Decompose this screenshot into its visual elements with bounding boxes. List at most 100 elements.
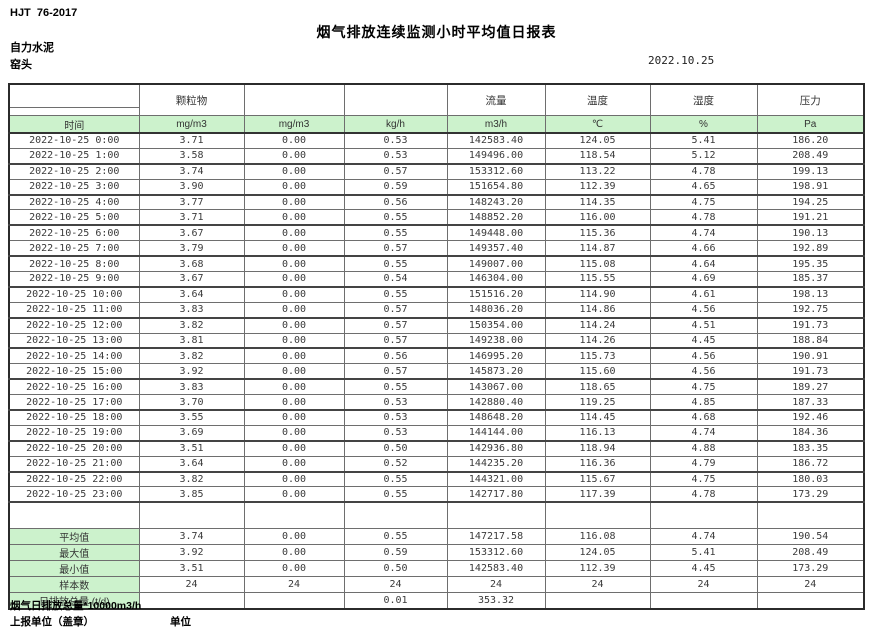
summary-value: 3.92 [138,544,245,562]
summary-row: 最大值 3.92 0.00 0.59 153312.60 124.05 5.41 208.49 [8,544,865,562]
summary-value: 116.08 [544,528,651,546]
summary-value: 5.41 [649,544,758,562]
data-cell: 4.64 [649,255,758,273]
time-cell: 2022-10-25 8:00 [8,255,140,273]
data-cell: 3.74 [138,163,245,180]
data-cell: 5.41 [649,132,758,149]
data-cell: 151654.80 [446,178,546,196]
summary-value: 0.01 [343,592,448,611]
data-cell: 183.35 [756,440,865,457]
time-cell: 2022-10-25 9:00 [8,271,140,288]
summary-value: 0.55 [343,528,448,546]
table-row: 2022-10-25 18:00 3.55 0.00 0.53 148648.20 114… [8,409,865,426]
table-row: 2022-10-25 13:00 3.81 0.00 0.57 149238.00 114… [8,332,865,350]
summary-value [649,592,758,611]
summary-value [138,592,245,611]
summary-value: 4.74 [649,528,758,546]
table-row: 2022-10-25 7:00 3.79 0.00 0.57 149357.40 114.… [8,240,865,258]
col-group-flow: 流量 [446,83,546,116]
data-cell: 114.45 [544,409,651,426]
table-row: 2022-10-25 22:00 3.82 0.00 0.55 144321.00 115… [8,471,865,488]
data-cell: 191.21 [756,209,865,227]
data-cell: 3.90 [138,178,245,196]
data-cell: 149007.00 [446,255,546,273]
data-cell: 4.85 [649,394,758,412]
standard-code: HJT 76-2017 [10,7,78,19]
footer-unit-label: 单位 [170,616,191,628]
data-cell: 0.55 [343,209,448,227]
data-cell: 0.57 [343,363,448,381]
data-cell: 3.85 [138,486,245,504]
data-cell: 4.66 [649,240,758,258]
col-group-temperature: 温度 [544,83,651,116]
data-cell: 124.05 [544,132,651,149]
summary-value: 24 [243,576,345,594]
spacer-cell [446,501,546,530]
data-cell: 116.36 [544,455,651,473]
data-cell: 0.53 [343,132,448,149]
data-cell: 144321.00 [446,471,546,488]
data-cell: 186.20 [756,132,865,149]
data-cell: 114.87 [544,240,651,258]
data-cell: 0.00 [243,163,345,180]
data-cell: 3.92 [138,363,245,381]
data-cell: 0.00 [243,409,345,426]
spacer-cell [756,501,865,530]
summary-value: 0.00 [243,560,345,578]
data-cell: 0.53 [343,147,448,165]
data-cell: 3.79 [138,240,245,258]
summary-value: 153312.60 [446,544,546,562]
data-cell: 0.00 [243,471,345,488]
data-cell: 195.35 [756,255,865,273]
data-cell: 3.67 [138,271,245,288]
time-cell: 2022-10-25 0:00 [8,132,140,149]
summary-value: 0.00 [243,544,345,562]
data-cell: 142583.40 [446,132,546,149]
summary-value: 0.59 [343,544,448,562]
data-cell: 4.75 [649,378,758,396]
data-cell: 0.56 [343,194,448,211]
data-cell: 146304.00 [446,271,546,288]
spacer-cell [343,501,448,530]
summary-value: 353.32 [446,592,546,611]
time-cell: 2022-10-25 13:00 [8,332,140,350]
data-cell: 3.82 [138,317,245,334]
data-cell: 4.65 [649,178,758,196]
table-row: 2022-10-25 12:00 3.82 0.00 0.57 150354.00 114… [8,317,865,334]
data-cell: 148243.20 [446,194,546,211]
summary-value: 3.74 [138,528,245,546]
summary-value: 147217.58 [446,528,546,546]
time-cell: 2022-10-25 7:00 [8,240,140,258]
data-cell: 149448.00 [446,224,546,242]
data-cell: 4.78 [649,486,758,504]
data-cell: 192.89 [756,240,865,258]
data-cell: 115.67 [544,471,651,488]
data-cell: 115.08 [544,255,651,273]
data-cell: 148648.20 [446,409,546,426]
spacer-row [8,501,865,530]
time-cell: 2022-10-25 16:00 [8,378,140,396]
data-cell: 0.59 [343,178,448,196]
data-cell: 0.57 [343,163,448,180]
data-cell: 173.29 [756,486,865,504]
summary-value: 124.05 [544,544,651,562]
data-cell: 146995.20 [446,347,546,365]
data-cell: 151516.20 [446,286,546,303]
summary-value: 24 [756,576,865,594]
time-cell: 2022-10-25 5:00 [8,209,140,227]
data-cell: 3.64 [138,455,245,473]
data-cell: 115.36 [544,224,651,242]
summary-value: 3.51 [138,560,245,578]
data-cell: 0.00 [243,317,345,334]
data-cell: 0.57 [343,332,448,350]
data-cell: 3.82 [138,347,245,365]
data-cell: 0.54 [343,271,448,288]
data-cell: 4.45 [649,332,758,350]
unit-header-row: 时间 mg/m3 mg/m3 kg/h m3/h ℃ % Pa [8,115,865,134]
table-row: 2022-10-25 3:00 3.90 0.00 0.59 151654.80 112.… [8,178,865,196]
unit-percent: % [649,115,758,134]
col-group-pressure: 压力 [756,83,865,116]
data-cell: 4.78 [649,209,758,227]
time-cell: 2022-10-25 18:00 [8,409,140,426]
data-cell: 189.27 [756,378,865,396]
